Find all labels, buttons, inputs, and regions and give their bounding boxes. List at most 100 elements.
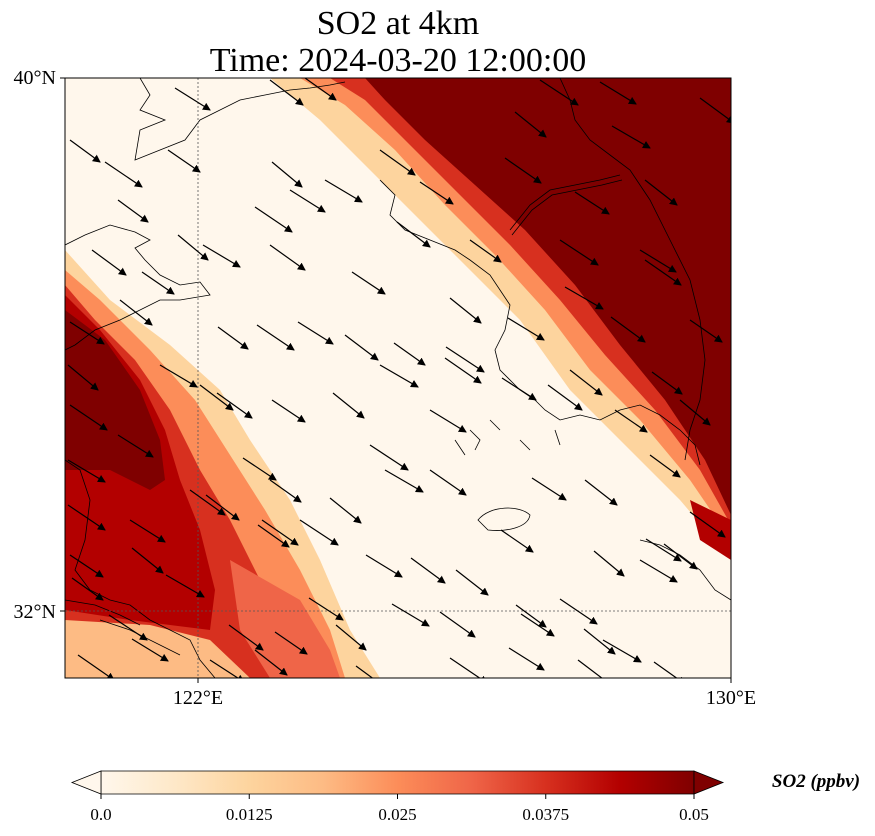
wind-arrow [69, 321, 105, 345]
wind-arrow [369, 444, 409, 471]
wind-arrow [104, 161, 143, 188]
wind-arrow [205, 494, 240, 521]
wind-arrow [644, 179, 678, 206]
wind-arrow [531, 477, 567, 501]
map-panel [65, 78, 731, 678]
wind-arrow [202, 244, 241, 268]
wind-arrow [689, 511, 726, 538]
wind-arrow [351, 271, 386, 295]
colorbar-tick-label: 0.0 [90, 805, 111, 824]
colorbar-body [100, 770, 695, 795]
wind-arrow [653, 661, 686, 678]
wind-arrow [501, 377, 537, 401]
wind-arrow [308, 597, 344, 621]
wind-arrow [242, 457, 277, 481]
wind-arrow [344, 334, 379, 361]
wind-arrow [271, 399, 306, 423]
wind-arrow [216, 392, 253, 419]
colorbar-extend-max [693, 770, 725, 795]
wind-arrow [131, 547, 164, 574]
wind-arrow [500, 529, 534, 553]
wind-arrow [91, 249, 127, 276]
coastline-jiangsu [65, 459, 216, 678]
colorbar-tick-label: 0.0125 [226, 805, 273, 824]
wind-arrow [514, 111, 547, 138]
wind-arrow [679, 399, 711, 426]
so2-field [65, 78, 731, 678]
so2-core-ne [365, 78, 731, 515]
wind-arrow [304, 78, 337, 101]
wind-arrow [129, 519, 166, 543]
wind-arrow [271, 161, 303, 188]
wind-arrow [77, 654, 115, 678]
colorbar-tick-label: 0.0375 [522, 805, 569, 824]
map-title-line2: Time: 2024-03-20 12:00:00 [210, 42, 587, 79]
wind-arrow [159, 364, 198, 388]
wind-arrow [274, 631, 308, 655]
wind-arrow [324, 179, 363, 203]
wind-arrow [520, 613, 555, 637]
wind-arrow [602, 639, 642, 663]
wind-arrow [569, 369, 603, 396]
colorbar: 0.0 0.0125 0.025 0.0375 0.05 SO2 (ppbv) [70, 770, 860, 824]
wind-arrow [583, 628, 616, 655]
wind-arrow [69, 139, 101, 163]
wind-arrow [365, 554, 403, 578]
wind-arrow [67, 459, 106, 483]
wind-arrow [165, 574, 205, 598]
colorbar-ticks: 0.0 0.0125 0.025 0.0375 0.05 [90, 794, 709, 824]
wind-arrow [639, 559, 678, 583]
wind-arrow [444, 357, 482, 384]
wind-arrow [297, 321, 334, 345]
wind-arrow [379, 149, 416, 176]
so2-band-southwest [65, 620, 250, 678]
wind-arrow [141, 271, 175, 295]
wind-arrow [289, 189, 326, 213]
coastline-yalu [509, 174, 623, 236]
colorbar-label: SO2 (ppbv) [772, 771, 860, 792]
wind-arrow [67, 504, 106, 531]
wind-arrow [217, 326, 249, 350]
wind-arrow [379, 364, 419, 388]
map-frame [64, 77, 732, 679]
wind-arrow [410, 557, 446, 584]
colorbar-tick-label: 0.05 [679, 805, 709, 824]
colorbar-extend-min [70, 770, 102, 795]
wind-arrow [177, 234, 209, 261]
wind-arrow [299, 519, 339, 546]
wind-arrow [449, 297, 482, 324]
wind-arrow [254, 649, 288, 676]
wind-vectors [67, 78, 731, 678]
lon-tick-130e: 130°E [706, 687, 756, 709]
wind-arrow [599, 81, 637, 105]
wind-arrow [651, 371, 683, 395]
wind-arrow [564, 286, 604, 310]
wind-arrow [559, 239, 599, 266]
wind-arrow [117, 199, 149, 223]
wind-arrow [577, 659, 612, 678]
wind-arrow [261, 519, 299, 546]
coastline-korea-islands [454, 419, 561, 456]
wind-arrow [689, 319, 723, 343]
wind-arrow [547, 384, 583, 411]
so2-core-west [65, 310, 165, 490]
lat-tick-40n: 40°N [14, 67, 56, 89]
wind-arrow [167, 149, 201, 173]
wind-arrow [174, 87, 211, 111]
wind-arrow [504, 157, 542, 184]
wind-arrow [269, 79, 304, 106]
wind-arrow [593, 550, 625, 577]
wind-arrow [445, 346, 485, 373]
wind-arrow [329, 497, 362, 524]
lat-tick-32n: 32°N [14, 601, 56, 623]
wind-arrow [419, 181, 454, 205]
coastline-jeju [477, 507, 531, 531]
wind-arrow [67, 364, 99, 391]
wind-arrow [610, 316, 646, 343]
wind-arrow [449, 657, 488, 678]
wind-arrow [391, 603, 430, 627]
wind-arrow [515, 604, 547, 628]
wind-arrow [396, 221, 431, 248]
wind-arrow [393, 342, 426, 366]
